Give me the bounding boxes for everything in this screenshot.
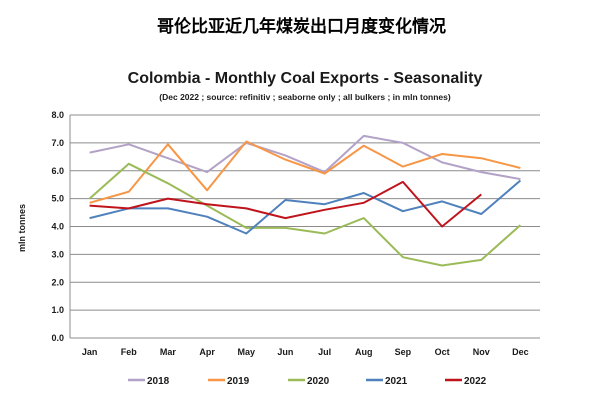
y-tick-label: 5.0 xyxy=(51,194,64,204)
series-line-2021 xyxy=(89,179,522,235)
y-tick-label: 1.0 xyxy=(51,305,64,315)
legend-label: 2019 xyxy=(227,376,250,387)
y-tick-label: 3.0 xyxy=(51,249,64,259)
x-tick-label: Apr xyxy=(199,347,215,357)
legend: 2018 2019 2020 2021 2022 xyxy=(128,376,487,387)
y-tick-label: 7.0 xyxy=(51,138,64,148)
legend-label: 2022 xyxy=(464,376,487,387)
x-tick-label: Jul xyxy=(318,347,331,357)
y-tick-label: 4.0 xyxy=(51,222,64,232)
y-tick-label: 8.0 xyxy=(51,110,64,120)
series-line-2022 xyxy=(89,180,482,228)
x-tick-label: Feb xyxy=(121,347,138,357)
legend-label: 2021 xyxy=(385,376,408,387)
x-tick-label: Mar xyxy=(160,347,177,357)
legend-label: 2018 xyxy=(147,376,170,387)
page-header-title: 哥伦比亚近几年煤炭出口月度变化情况 xyxy=(157,17,446,37)
y-tick-label: 2.0 xyxy=(51,277,64,287)
x-tick-label: Oct xyxy=(435,347,450,357)
y-tick-label: 0.0 xyxy=(51,333,64,343)
y-tick-label: 6.0 xyxy=(51,166,64,176)
chart-title: Colombia - Monthly Coal Exports - Season… xyxy=(128,70,483,87)
y-axis-label: mln tonnes xyxy=(17,204,27,252)
plot-area: 0.0 1.0 2.0 3.0 4.0 5.0 6.0 7.0 8.0 Jan Feb Mar Apr M… xyxy=(51,110,540,357)
x-tick-label: Aug xyxy=(355,347,373,357)
x-tick-label: May xyxy=(237,347,255,357)
x-tick-label: Sep xyxy=(395,347,412,357)
x-tick-label: Dec xyxy=(512,347,529,357)
series-line-2020 xyxy=(88,162,522,267)
series-line-2019 xyxy=(89,140,521,204)
x-tick-label: Nov xyxy=(473,347,490,357)
chart-subtitle: (Dec 2022 ; source: refinitiv ; seaborne… xyxy=(159,92,451,102)
series-line-2018 xyxy=(89,134,521,181)
legend-label: 2020 xyxy=(307,376,330,387)
x-tick-label: Jun xyxy=(277,347,293,357)
x-tick-label: Jan xyxy=(82,347,98,357)
